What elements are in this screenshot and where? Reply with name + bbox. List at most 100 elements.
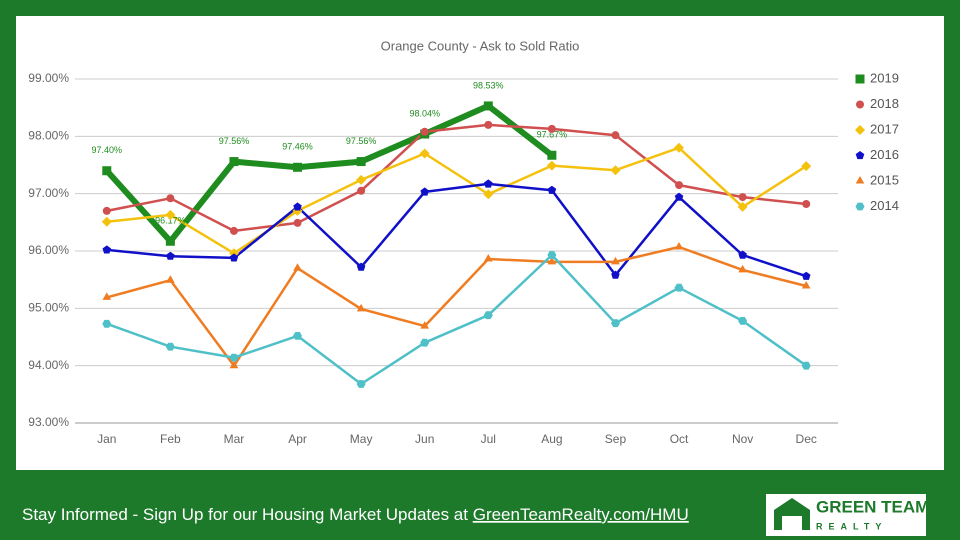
data-label: 98.53% — [473, 80, 504, 90]
footer-message: Stay Informed - Sign Up for our Housing … — [22, 505, 473, 524]
x-tick-label: Dec — [796, 432, 817, 446]
data-point — [738, 193, 747, 202]
footer-text: Stay Informed - Sign Up for our Housing … — [22, 505, 689, 524]
y-tick-label: 94.00% — [28, 358, 69, 372]
data-point — [547, 124, 556, 133]
data-point — [547, 150, 557, 160]
data-point — [484, 120, 493, 129]
y-tick-label: 95.00% — [28, 301, 69, 315]
x-tick-label: Feb — [160, 432, 181, 446]
data-point — [357, 186, 366, 195]
data-point — [674, 142, 684, 153]
y-tick-label: 96.00% — [28, 243, 69, 257]
data-point — [229, 253, 239, 262]
x-tick-label: Jan — [97, 432, 116, 446]
series-line — [106, 146, 807, 255]
data-label: 97.67% — [537, 130, 568, 140]
data-point — [102, 319, 112, 328]
data-point — [102, 292, 112, 300]
y-tick-label: 99.00% — [28, 71, 69, 85]
data-point — [675, 181, 684, 190]
data-point — [229, 360, 239, 369]
data-point — [356, 262, 366, 271]
data-point — [165, 342, 175, 351]
data-point — [674, 192, 684, 201]
legend-label: 2015 — [870, 172, 899, 187]
data-point — [547, 185, 557, 194]
data-point — [165, 236, 175, 246]
data-point — [420, 321, 429, 329]
data-point — [102, 206, 111, 215]
y-tick-label: 97.00% — [28, 186, 69, 200]
data-point — [293, 332, 302, 340]
data-point — [801, 361, 811, 370]
data-point — [611, 256, 620, 265]
data-point — [293, 218, 302, 227]
x-tick-label: Sep — [605, 432, 627, 446]
data-point — [229, 353, 239, 362]
data-point — [229, 157, 239, 167]
data-point — [674, 242, 684, 250]
y-tick-label: 98.00% — [28, 129, 69, 143]
legend-marker — [855, 151, 865, 160]
data-label: 96.17% — [155, 216, 186, 226]
data-point — [420, 127, 429, 136]
data-point — [801, 271, 811, 280]
data-point — [611, 131, 620, 140]
data-point — [801, 281, 811, 289]
x-tick-label: Jun — [415, 432, 434, 446]
logo-sub: REALTY — [816, 521, 887, 531]
data-point — [229, 226, 238, 235]
data-point — [738, 250, 747, 259]
data-point — [356, 174, 367, 185]
x-tick-label: Oct — [670, 432, 689, 446]
series-line — [106, 123, 807, 233]
logo-house — [774, 498, 810, 530]
data-point — [420, 338, 430, 347]
y-tick-label: 93.00% — [28, 415, 69, 429]
x-tick-label: Nov — [732, 432, 753, 446]
data-point — [102, 166, 112, 176]
data-point — [611, 270, 620, 279]
data-point — [165, 209, 176, 220]
x-tick-label: Mar — [224, 432, 245, 446]
data-point — [737, 201, 748, 212]
footer-link[interactable]: GreenTeamRealty.com/HMU — [473, 505, 689, 524]
legend-marker — [855, 125, 865, 135]
legend-marker — [856, 100, 864, 109]
data-point — [102, 245, 112, 254]
data-label: 97.46% — [282, 142, 313, 152]
data-point — [293, 202, 302, 211]
data-point — [738, 317, 748, 325]
legend-label: 2016 — [870, 147, 899, 162]
data-point — [484, 254, 493, 262]
data-point — [546, 160, 557, 171]
data-label: 97.56% — [346, 136, 377, 146]
data-point — [420, 187, 429, 196]
data-point — [356, 157, 366, 167]
data-point — [738, 264, 747, 273]
legend-label: 2017 — [870, 121, 899, 136]
data-label: 97.56% — [219, 136, 250, 146]
series-line — [106, 182, 807, 278]
legend-marker — [855, 176, 865, 184]
data-point — [801, 161, 812, 172]
chart-title: Orange County - Ask to Sold Ratio — [381, 38, 580, 53]
data-point — [293, 263, 302, 271]
data-point — [356, 380, 366, 388]
data-point — [483, 311, 493, 320]
data-label: 97.40% — [92, 145, 123, 155]
data-point — [166, 251, 175, 260]
legend-marker — [855, 202, 865, 211]
data-point — [547, 251, 557, 259]
data-point — [293, 162, 303, 172]
legend-label: 2014 — [870, 198, 899, 213]
x-tick-label: Jul — [481, 432, 496, 446]
legend-label: 2018 — [870, 96, 899, 111]
data-point — [484, 179, 493, 188]
x-tick-label: May — [350, 432, 373, 446]
series-line — [104, 102, 554, 245]
data-point — [610, 165, 621, 176]
data-point — [483, 101, 493, 111]
